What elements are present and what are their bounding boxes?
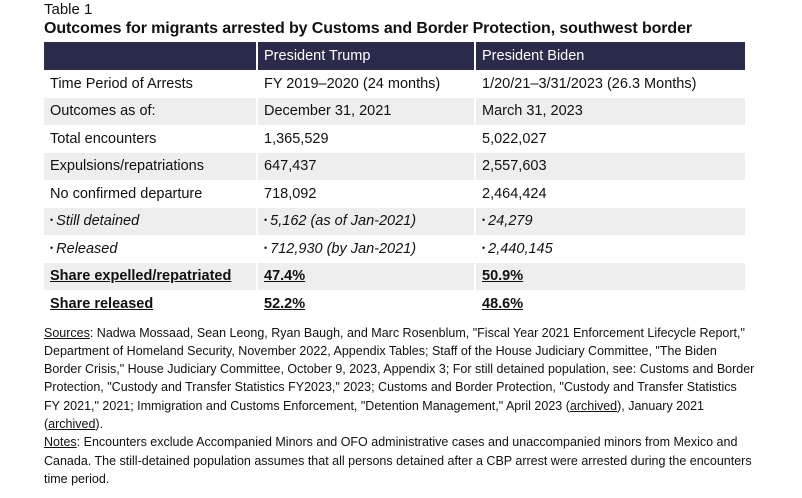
trump-cell: 52.2%	[256, 290, 475, 318]
trump-value: 712,930 (by Jan-2021)	[270, 240, 417, 257]
biden-cell-sub: • 24,279	[474, 207, 745, 235]
row-label: Total encounters	[44, 125, 257, 153]
row-label: Share released	[44, 290, 257, 318]
biden-cell: 2,557,603	[474, 152, 745, 180]
bullet-icon: •	[482, 242, 486, 253]
sources-text: : Nadwa Mossaad, Sean Leong, Ryan Baugh,…	[44, 325, 755, 413]
outcomes-table: President Trump President Biden Time Per…	[44, 42, 745, 318]
row-label: Expulsions/repatriations	[44, 152, 257, 180]
biden-value: 2,440,145	[488, 240, 553, 257]
trump-cell-sub: • 712,930 (by Jan-2021)	[256, 235, 475, 263]
table-row: • Still detained • 5,162 (as of Jan-2021) …	[44, 207, 745, 235]
bullet-icon: •	[50, 215, 54, 226]
notes-label: Notes	[44, 435, 77, 450]
trump-cell: 718,092	[256, 180, 475, 208]
footnotes: Sources: Nadwa Mossaad, Sean Leong, Ryan…	[44, 324, 756, 489]
row-label-text: Released	[56, 240, 118, 257]
bullet-icon: •	[264, 215, 268, 226]
notes-paragraph: Notes: Encounters exclude Accompanied Mi…	[44, 433, 756, 488]
table-row: No confirmed departure 718,092 2,464,424	[44, 180, 745, 208]
sources-paragraph: Sources: Nadwa Mossaad, Sean Leong, Ryan…	[44, 324, 756, 434]
trump-cell: December 31, 2021	[256, 97, 475, 125]
table-title: Outcomes for migrants arrested by Custom…	[44, 20, 693, 37]
notes-text: : Encounters exclude Accompanied Minors …	[44, 435, 752, 486]
document: Table 1 Outcomes for migrants arrested b…	[44, 0, 754, 488]
header-biden: President Biden	[474, 42, 745, 70]
biden-cell: 1/20/21–3/31/2023 (26.3 Months)	[474, 70, 745, 98]
bullet-icon: •	[264, 242, 268, 253]
header-row: President Trump President Biden	[44, 42, 745, 70]
trump-cell: 1,365,529	[256, 125, 475, 153]
sources-label: Sources	[44, 325, 90, 340]
row-label: Time Period of Arrests	[44, 70, 257, 98]
table-row: Share expelled/repatriated 47.4% 50.9%	[44, 262, 745, 290]
table-label: Table 1	[44, 1, 93, 18]
bullet-icon: •	[50, 242, 54, 253]
trump-cell: FY 2019–2020 (24 months)	[256, 70, 475, 98]
biden-cell: 48.6%	[474, 290, 745, 318]
trump-cell-sub: • 5,162 (as of Jan-2021)	[256, 207, 475, 235]
row-label: No confirmed departure	[44, 180, 257, 208]
table-row: Total encounters 1,365,529 5,022,027	[44, 125, 745, 153]
sources-text: ), January 2021 (	[44, 398, 704, 431]
table-row: Time Period of Arrests FY 2019–2020 (24 …	[44, 70, 745, 98]
trump-cell: 47.4%	[256, 262, 475, 290]
trump-value: 5,162 (as of Jan-2021)	[270, 213, 417, 230]
sources-text: ).	[95, 416, 104, 431]
table-row: Expulsions/repatriations 647,437 2,557,6…	[44, 152, 745, 180]
biden-cell: 2,464,424	[474, 180, 745, 208]
biden-cell: 50.9%	[474, 262, 745, 290]
biden-cell: March 31, 2023	[474, 97, 745, 125]
bullet-icon: •	[482, 215, 486, 226]
header-blank	[44, 42, 257, 70]
biden-cell-sub: • 2,440,145	[474, 235, 745, 263]
archived-link[interactable]: archived	[48, 416, 96, 431]
row-label-sub: • Still detained	[44, 207, 257, 235]
header-trump: President Trump	[256, 42, 475, 70]
archived-link[interactable]: archived	[569, 398, 618, 413]
row-label: Outcomes as of:	[44, 97, 257, 125]
row-label-text: Still detained	[56, 213, 140, 230]
table-row: • Released • 712,930 (by Jan-2021) • 2,440,…	[44, 235, 745, 263]
table-row: Outcomes as of: December 31, 2021 March …	[44, 97, 745, 125]
row-label: Share expelled/repatriated	[44, 262, 257, 290]
row-label-sub: • Released	[44, 235, 257, 263]
table-row: Share released 52.2% 48.6%	[44, 290, 745, 318]
biden-value: 24,279	[488, 213, 533, 230]
biden-cell: 5,022,027	[474, 125, 745, 153]
trump-cell: 647,437	[256, 152, 475, 180]
